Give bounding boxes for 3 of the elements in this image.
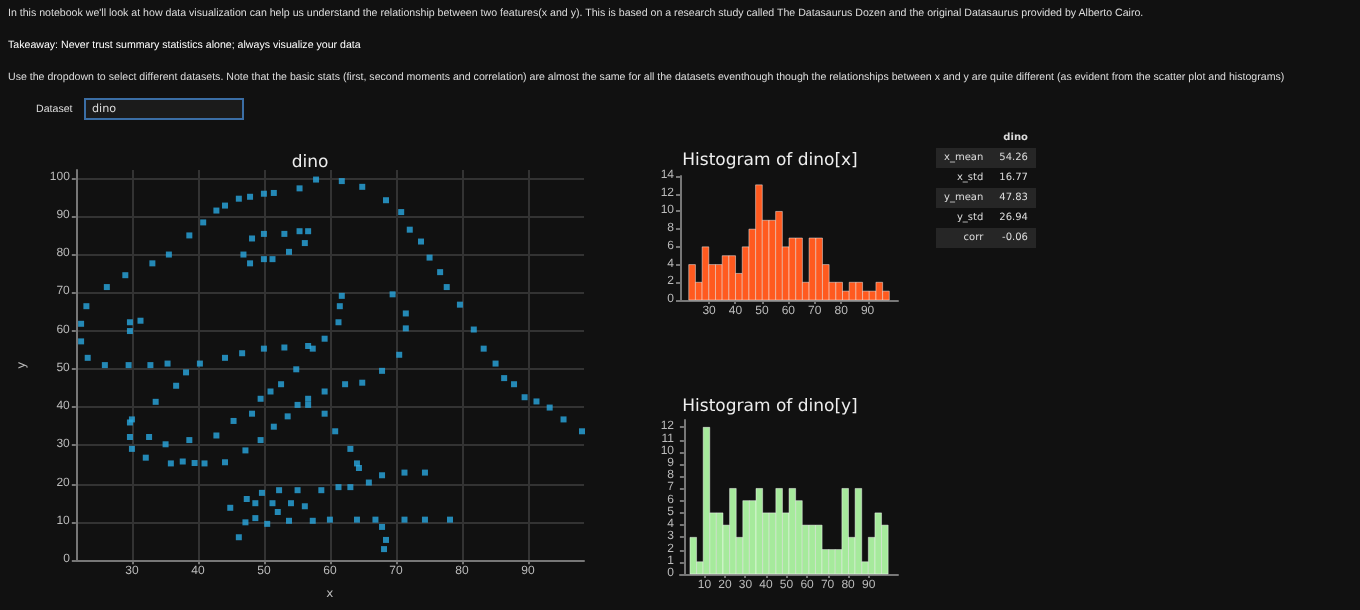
chart-title: Histogram of dino[y]: [682, 397, 858, 417]
chart-title: dino: [291, 153, 329, 173]
chart-title: Histogram of dino[x]: [682, 151, 858, 171]
